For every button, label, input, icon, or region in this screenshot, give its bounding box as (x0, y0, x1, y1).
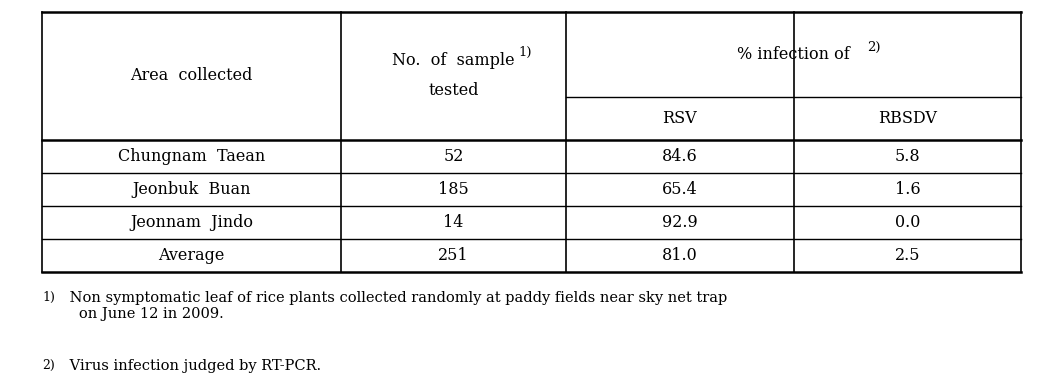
Text: 81.0: 81.0 (662, 247, 698, 263)
Text: 5.8: 5.8 (895, 148, 920, 165)
Text: 2): 2) (867, 41, 880, 54)
Text: 52: 52 (443, 148, 463, 165)
Text: Area  collected: Area collected (131, 67, 253, 84)
Text: Chungnam  Taean: Chungnam Taean (118, 148, 265, 165)
Text: RSV: RSV (662, 110, 697, 127)
Text: % infection of: % infection of (737, 46, 850, 63)
Text: 1): 1) (518, 46, 532, 59)
Text: Jeonbuk  Buan: Jeonbuk Buan (133, 181, 251, 197)
Text: 185: 185 (438, 181, 469, 197)
Text: 65.4: 65.4 (662, 181, 698, 197)
Text: Average: Average (158, 247, 224, 263)
Text: 84.6: 84.6 (662, 148, 698, 165)
Text: Jeonnam  Jindo: Jeonnam Jindo (130, 214, 253, 230)
Text: 2.5: 2.5 (895, 247, 920, 263)
Text: Non symptomatic leaf of rice plants collected randomly at paddy fields near sky : Non symptomatic leaf of rice plants coll… (65, 291, 728, 321)
Text: 251: 251 (438, 247, 469, 263)
Text: tested: tested (429, 82, 479, 99)
Text: Virus infection judged by RT-PCR.: Virus infection judged by RT-PCR. (65, 359, 321, 373)
Text: 14: 14 (443, 214, 463, 230)
Text: No.  of  sample: No. of sample (392, 52, 515, 69)
Text: RBSDV: RBSDV (878, 110, 937, 127)
Text: 2): 2) (42, 359, 55, 372)
Text: 1.6: 1.6 (895, 181, 920, 197)
Text: 0.0: 0.0 (895, 214, 920, 230)
Text: 1): 1) (42, 291, 55, 304)
Text: 92.9: 92.9 (662, 214, 698, 230)
